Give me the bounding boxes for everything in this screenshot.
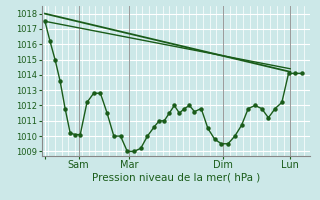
X-axis label: Pression niveau de la mer( hPa ): Pression niveau de la mer( hPa ) (92, 173, 260, 183)
